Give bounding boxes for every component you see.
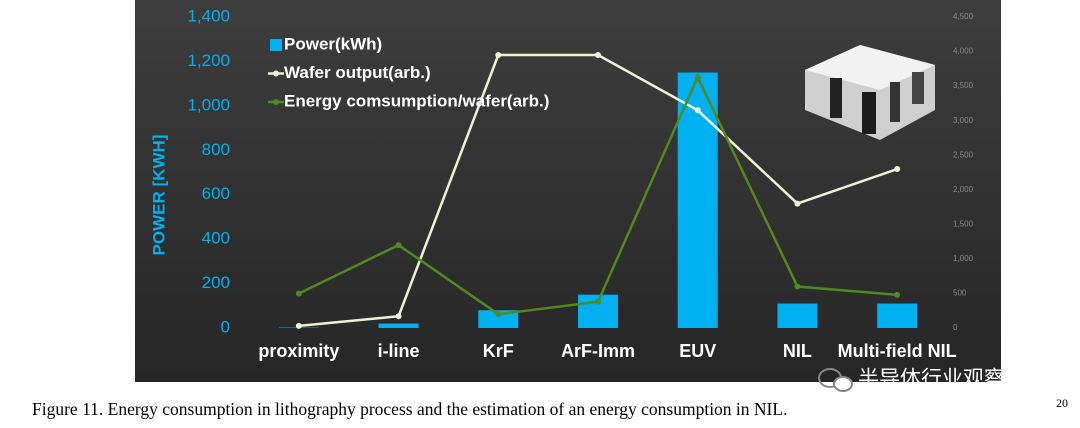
line-point bbox=[894, 166, 901, 173]
y2-tick-label: 3,500 bbox=[953, 81, 974, 90]
x-tick-label: EUV bbox=[679, 341, 716, 361]
y2-tick-label: 3,000 bbox=[953, 116, 974, 125]
x-tick-label: Multi-field NIL bbox=[838, 341, 957, 361]
footnote: 20 bbox=[1056, 396, 1068, 410]
x-tick-label: KrF bbox=[483, 341, 514, 361]
y-tick-label: 400 bbox=[202, 229, 230, 248]
line-point bbox=[794, 283, 801, 290]
x-tick-label: proximity bbox=[258, 341, 339, 361]
line-point bbox=[694, 74, 701, 81]
legend-swatch bbox=[273, 70, 279, 77]
caption: Figure 11. Energy consumption in lithogr… bbox=[32, 399, 787, 419]
x-tick-label: NIL bbox=[783, 341, 812, 361]
bar bbox=[777, 303, 818, 328]
legend-swatch bbox=[273, 99, 279, 105]
line-point bbox=[495, 311, 502, 318]
y2-tick-label: 4,500 bbox=[953, 12, 974, 21]
y2-tick-label: 4,000 bbox=[953, 47, 974, 56]
line-point bbox=[894, 291, 901, 298]
line-point bbox=[595, 298, 601, 305]
y-tick-label: 600 bbox=[202, 184, 230, 203]
y-tick-label: 1,200 bbox=[187, 51, 230, 70]
y-tick-label: 0 bbox=[221, 317, 230, 336]
y2-tick-label: 2,500 bbox=[953, 150, 974, 159]
legend-label: Energy comsumption/wafer(arb.) bbox=[284, 91, 549, 110]
line-point bbox=[495, 52, 502, 59]
line-point bbox=[794, 200, 801, 207]
watermark-icon bbox=[818, 368, 853, 392]
line-point bbox=[295, 290, 302, 297]
bar bbox=[378, 323, 419, 328]
x-tick-label: i-line bbox=[378, 341, 420, 361]
line-point bbox=[395, 242, 402, 249]
legend-label: Power(kWh) bbox=[284, 34, 382, 53]
bar bbox=[677, 72, 718, 329]
y2-tick-label: 2,000 bbox=[953, 185, 974, 194]
legend-swatch bbox=[270, 39, 282, 51]
bar bbox=[877, 303, 918, 328]
machine-illustration bbox=[805, 45, 935, 140]
y-tick-label: 1,400 bbox=[187, 6, 230, 25]
y2-tick-label: 0 bbox=[953, 323, 958, 332]
y-axis-label: POWER [KWH] bbox=[149, 135, 168, 256]
line-point bbox=[395, 313, 402, 320]
y2-tick-label: 500 bbox=[953, 289, 967, 298]
bar bbox=[478, 310, 519, 328]
watermark: 半导体行业观察 bbox=[858, 368, 1005, 391]
y-tick-label: 1,000 bbox=[187, 95, 230, 114]
line-point bbox=[694, 107, 701, 114]
x-tick-label: ArF-Imm bbox=[561, 341, 635, 361]
y-tick-label: 200 bbox=[202, 273, 230, 292]
y2-tick-label: 1,000 bbox=[953, 254, 974, 263]
y2-tick-label: 1,500 bbox=[953, 219, 974, 228]
line-point bbox=[595, 52, 601, 59]
line-point bbox=[295, 322, 302, 329]
y-tick-label: 800 bbox=[202, 140, 230, 159]
legend-label: Wafer output(arb.) bbox=[284, 63, 431, 82]
